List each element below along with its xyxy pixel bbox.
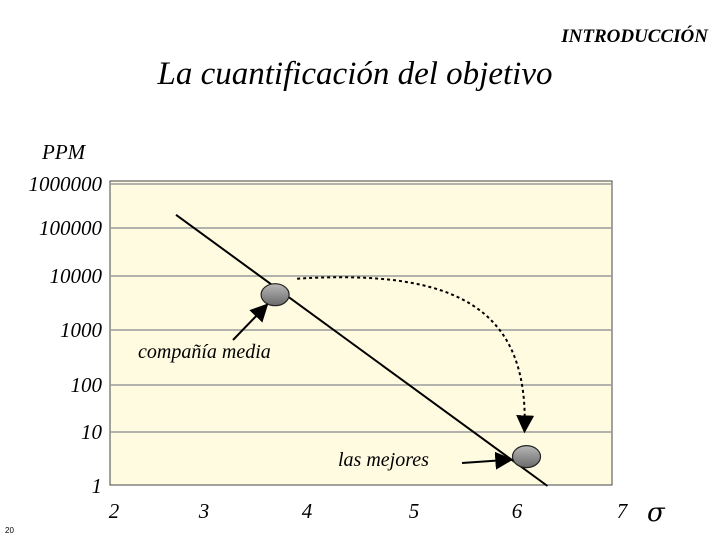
- arrow-las-mejores: [461, 451, 514, 470]
- slide-number: 20: [5, 526, 14, 535]
- y-tick-label: 1: [92, 474, 103, 498]
- y-tick-label: 100: [71, 373, 103, 397]
- x-tick-label: 5: [409, 499, 420, 523]
- label-compania-media: compañía media: [138, 341, 271, 363]
- y-tick-label: 1000: [60, 318, 103, 342]
- x-tick-label: 3: [198, 499, 210, 523]
- section-label: INTRODUCCIÓN: [561, 26, 708, 47]
- y-tick-label: 1000000: [29, 172, 103, 196]
- point-las-mejores: [511, 445, 542, 469]
- y-tick-label: 100000: [39, 216, 103, 240]
- series-line: [175, 213, 549, 487]
- plot-area: [109, 180, 613, 486]
- y-tick-label: 10: [81, 420, 103, 444]
- point-compania-media: [260, 283, 290, 307]
- arrow-compania-media: [232, 303, 269, 341]
- y-tick-label: 10000: [50, 264, 103, 288]
- y-axis-label: PPM: [41, 140, 87, 164]
- x-tick-label: 6: [512, 499, 523, 523]
- x-axis-label: σ: [647, 498, 666, 528]
- x-tick-label: 7: [617, 499, 629, 523]
- slide-title: La cuantificación del objetivo: [157, 56, 553, 92]
- improvement-arrow: [297, 276, 535, 434]
- x-tick-label: 4: [302, 499, 313, 523]
- x-tick-label: 2: [109, 499, 120, 523]
- label-las-mejores: las mejores: [338, 449, 429, 471]
